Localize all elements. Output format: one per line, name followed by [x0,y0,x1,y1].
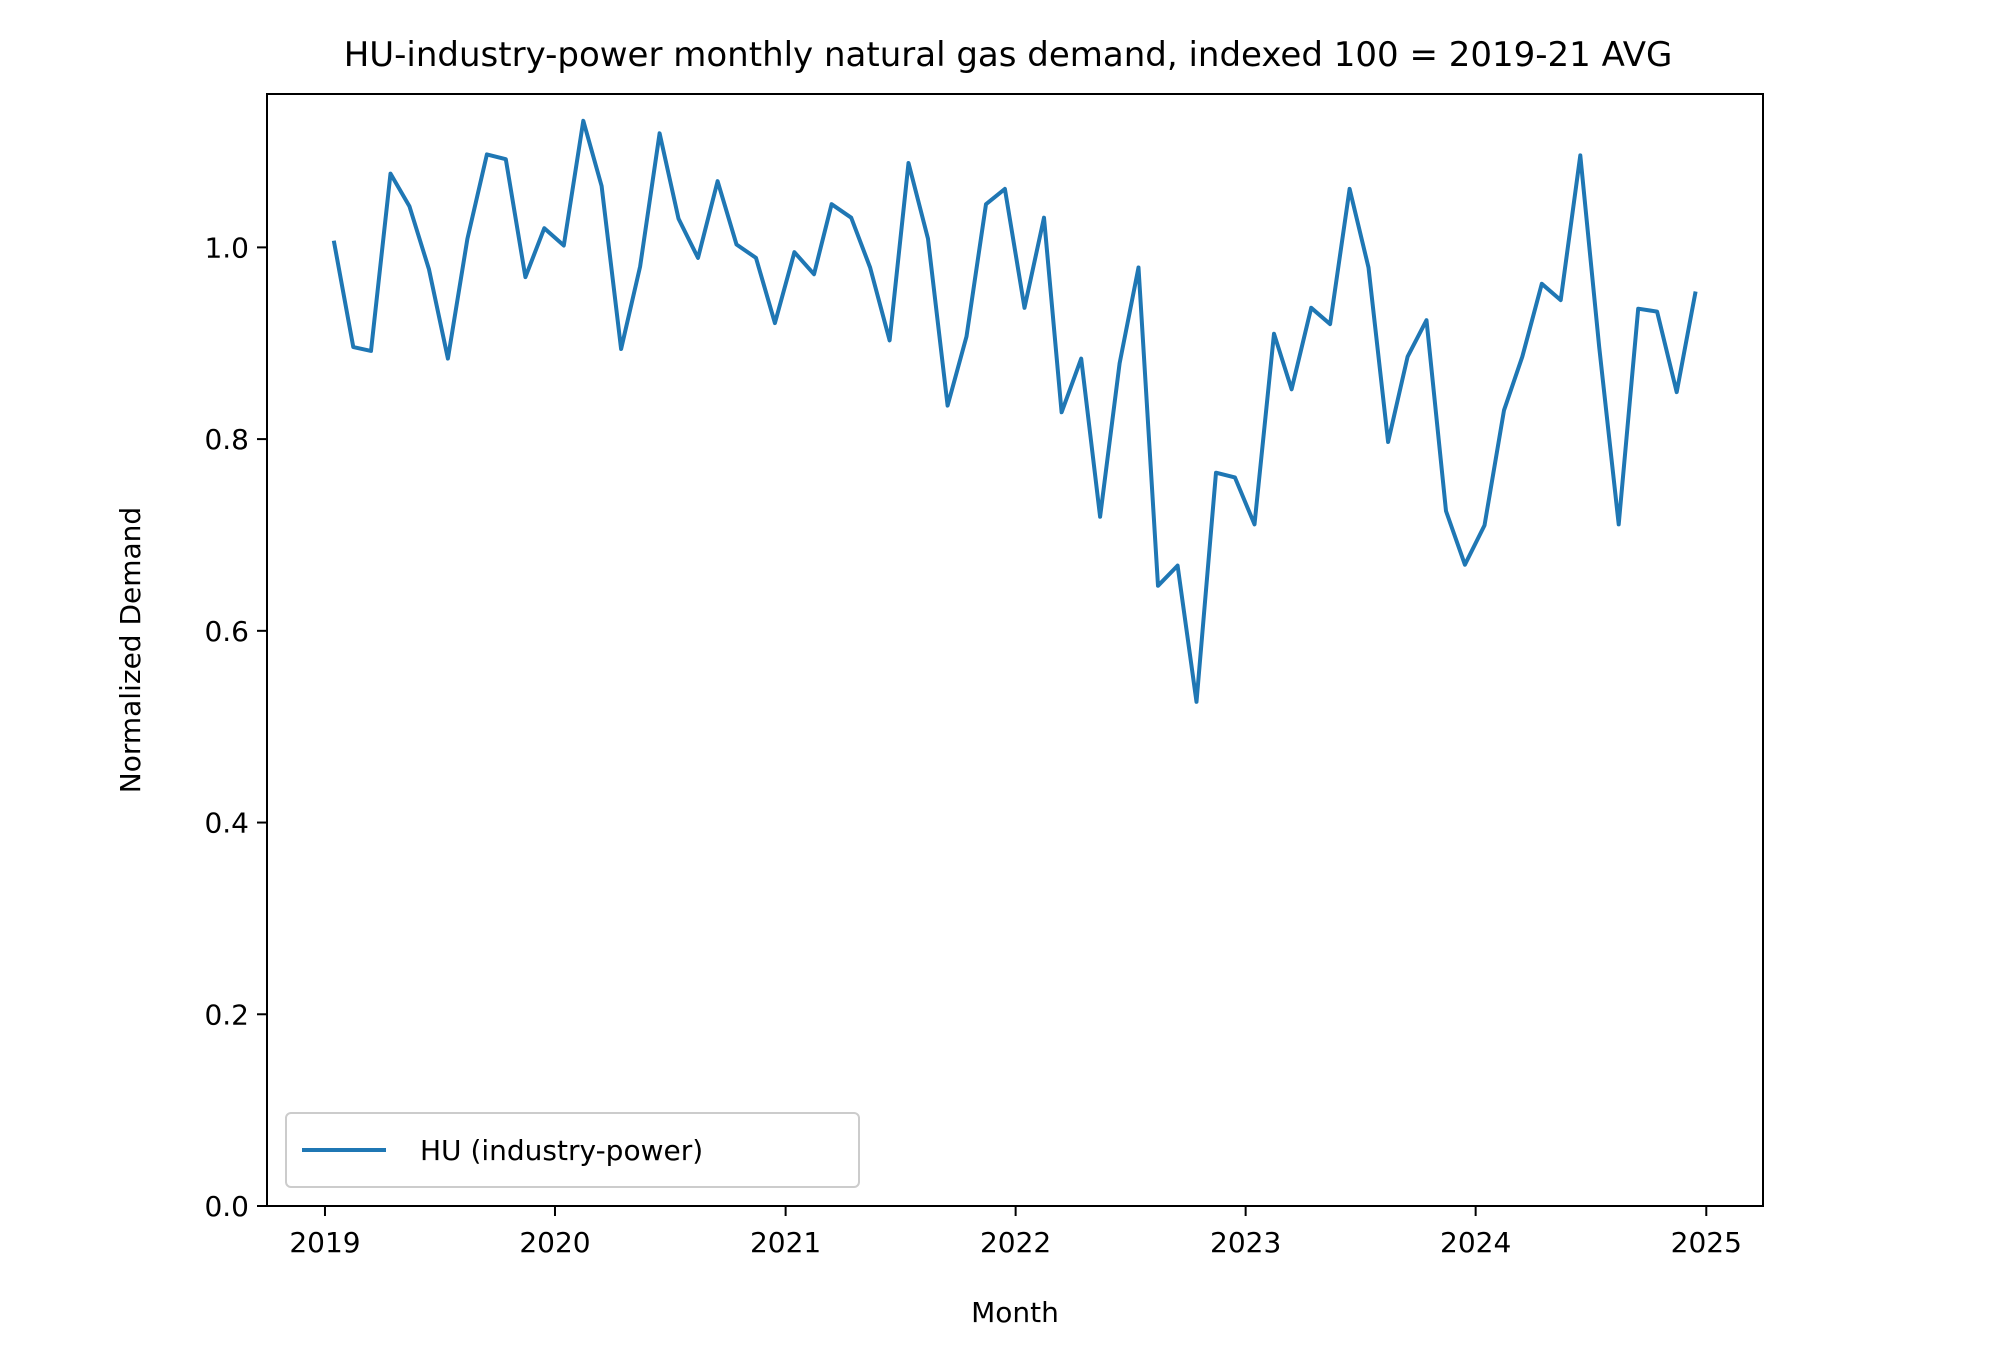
x-axis-label: Month [971,1296,1059,1329]
y-tick-label: 1.0 [204,231,249,264]
legend: HU (industry-power) [285,1112,860,1188]
series-line-hu-industry-power [331,118,1698,704]
y-tick-label: 0.6 [204,615,249,648]
y-axis-label: Normalized Demand [114,507,147,793]
x-tick-label: 2021 [750,1226,821,1259]
x-tick-label: 2025 [1671,1226,1742,1259]
x-tick-label: 2022 [980,1226,1051,1259]
y-tick-label: 0.8 [204,423,249,456]
y-tick-label: 0.4 [204,807,249,840]
y-axis: 0.0 0.2 0.4 0.6 0.8 1.0 [204,231,267,1223]
legend-box [285,1112,860,1188]
x-axis: 2019 2020 2021 2022 2023 2024 2025 [289,1206,1742,1259]
x-tick-label: 2024 [1440,1226,1511,1259]
x-tick-label: 2023 [1210,1226,1281,1259]
x-tick-label: 2019 [289,1226,360,1259]
y-tick-label: 0.0 [204,1190,249,1223]
chart-title: HU-industry-power monthly natural gas de… [344,35,1673,75]
legend-entry-label: HU (industry-power) [420,1134,703,1167]
y-tick-label: 0.2 [204,998,249,1031]
x-tick-label: 2020 [519,1226,590,1259]
